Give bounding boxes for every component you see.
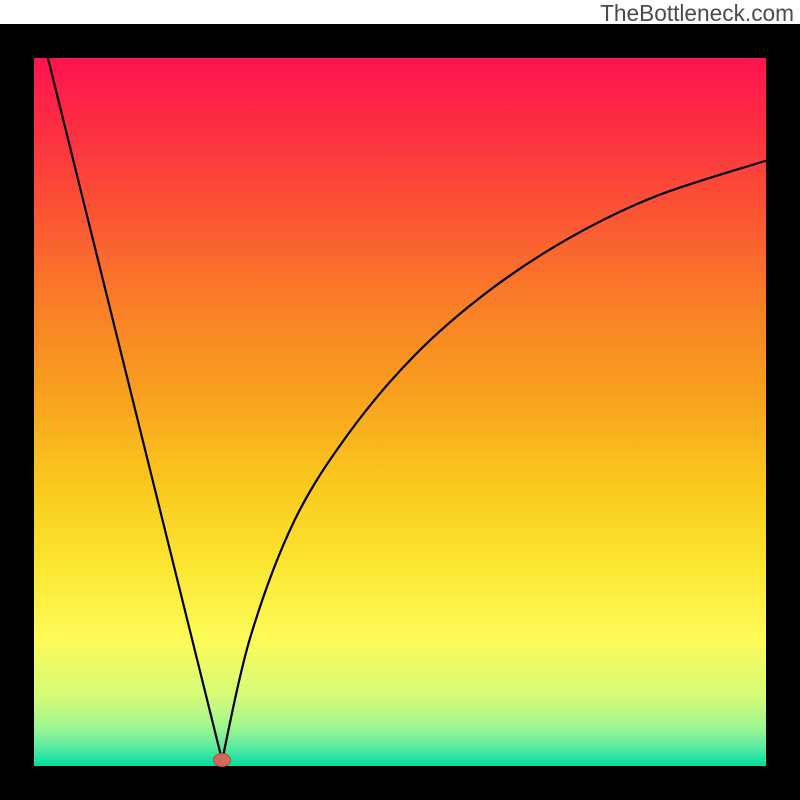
plot-area — [34, 58, 766, 766]
vertex-marker — [213, 753, 231, 767]
watermark-text: TheBottleneck.com — [600, 0, 794, 27]
gradient-background — [34, 58, 766, 766]
